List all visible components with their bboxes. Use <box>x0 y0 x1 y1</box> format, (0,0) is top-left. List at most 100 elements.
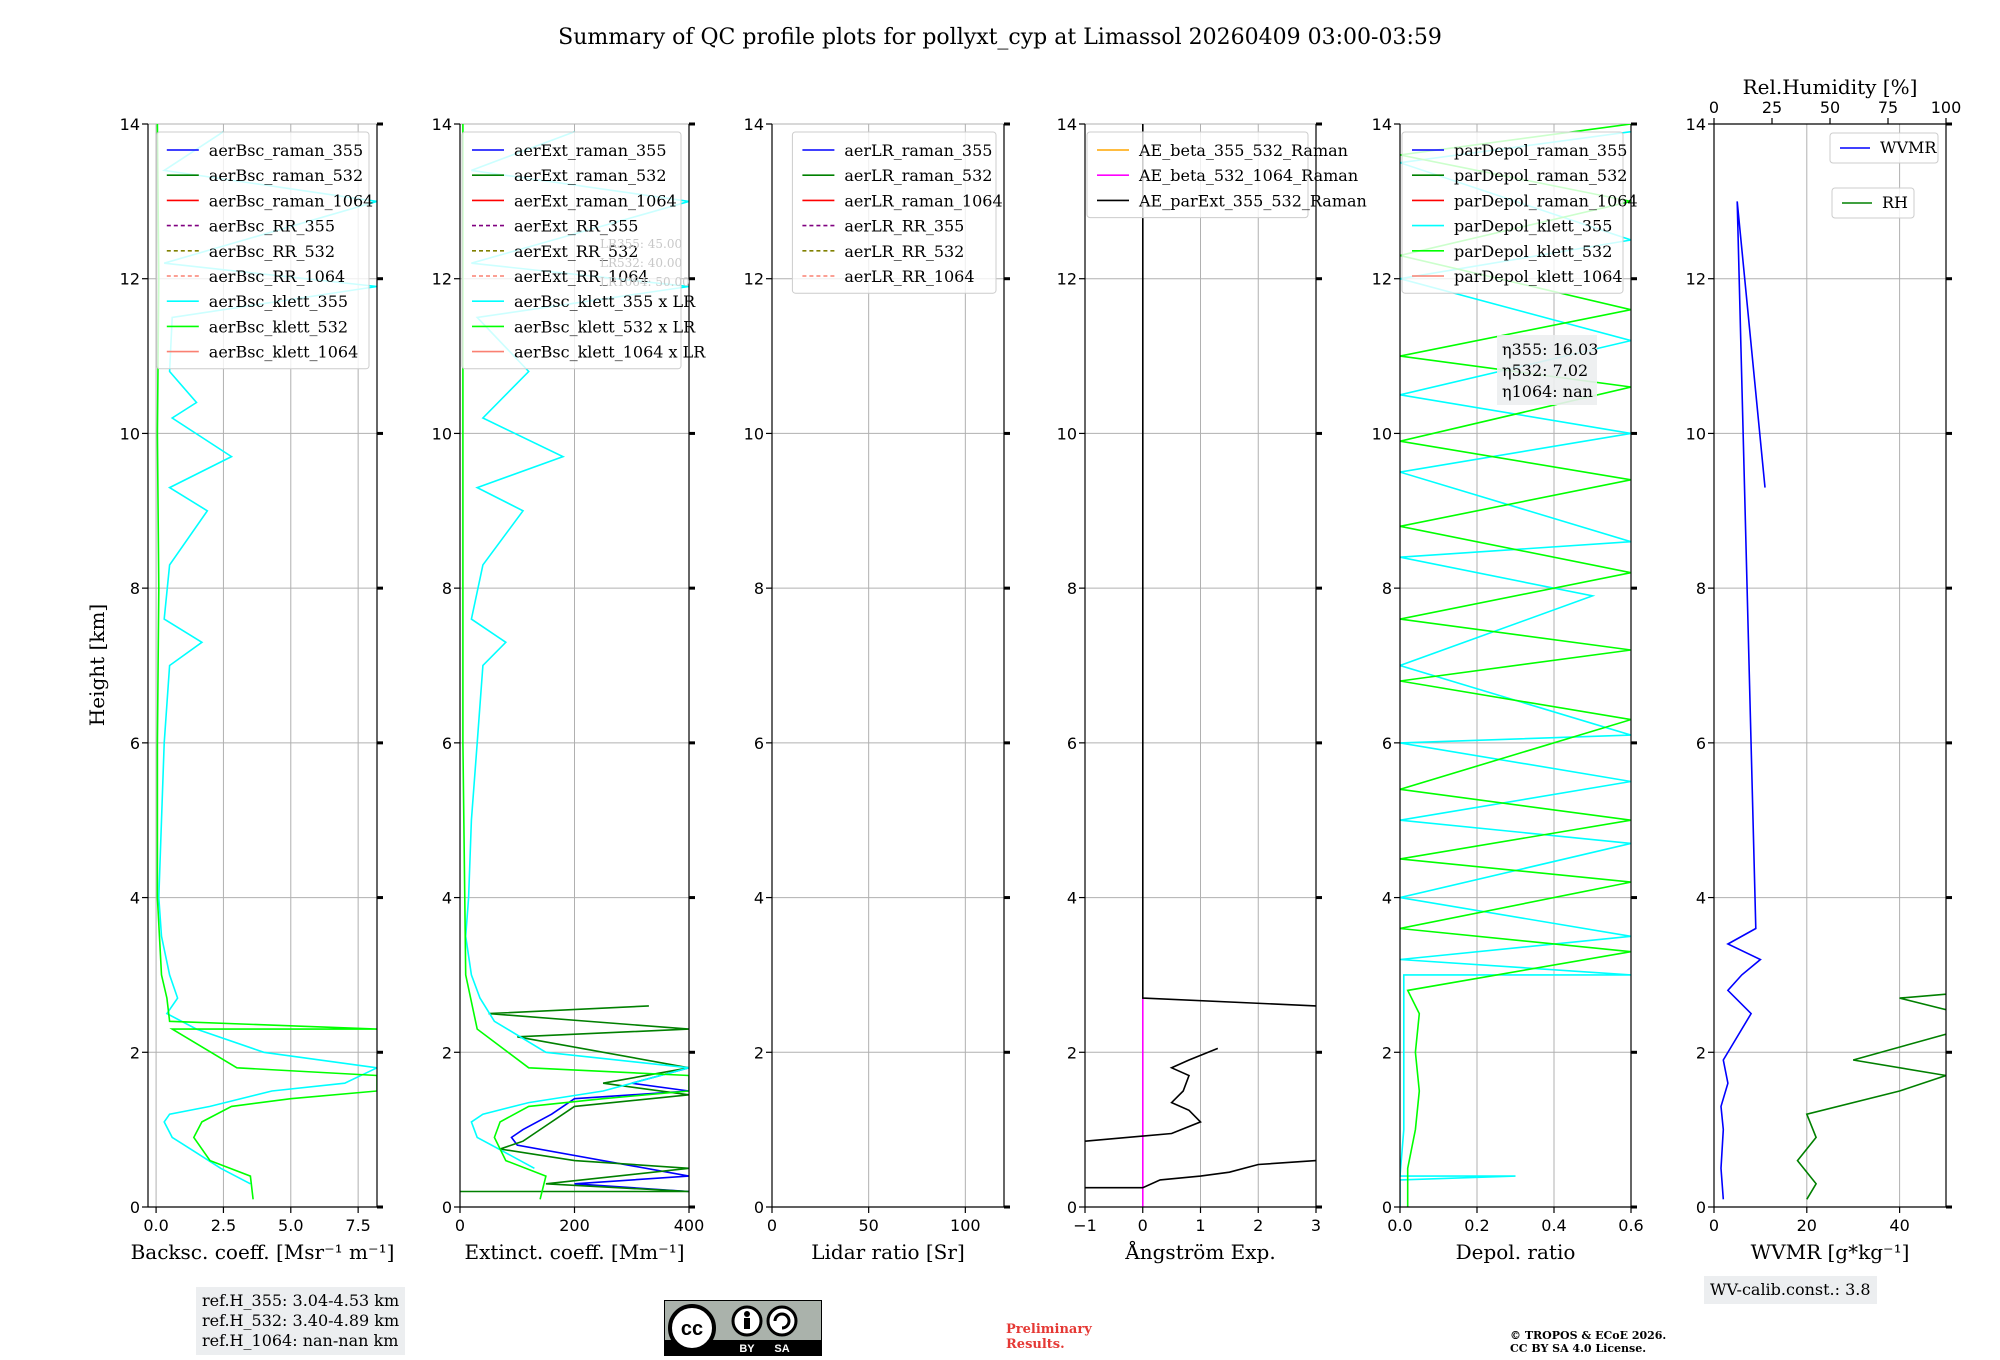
series-group <box>1720 201 1946 1200</box>
lr-annotation: LR355: 45.00 <box>600 237 682 251</box>
legend-label: parDepol_raman_1064 <box>1454 191 1638 210</box>
y-tick-label: 2 <box>1382 1043 1392 1062</box>
legend-box <box>1401 131 1624 294</box>
legend-label: aerBsc_raman_355 <box>209 141 363 160</box>
x-tick-label: 100 <box>950 1216 981 1235</box>
legend-label: aerExt_RR_355 <box>514 217 638 236</box>
top-x-tick-label: 75 <box>1878 98 1898 117</box>
x-axis-label: Backsc. coeff. [Msr⁻¹ m⁻¹] <box>131 1240 395 1264</box>
legend-label: aerBsc_raman_532 <box>209 166 363 185</box>
y-tick-label: 2 <box>754 1043 764 1062</box>
legend-label: parDepol_klett_532 <box>1454 242 1612 261</box>
y-tick-label: 6 <box>1067 734 1077 753</box>
ref-height-532: ref.H_532: 3.40-4.89 km <box>202 1311 400 1330</box>
series-AE_parExt_355_532_Raman_b <box>1085 1047 1219 1142</box>
x-tick-label: 0.2 <box>1464 1216 1489 1235</box>
legend-label: aerLR_RR_1064 <box>844 267 974 286</box>
x-axis-label: Lidar ratio [Sr] <box>811 1240 965 1264</box>
y-tick-label: 0 <box>442 1198 452 1217</box>
copyright-text: © TROPOS & ECoE 2026. CC BY SA 4.0 Licen… <box>1510 1329 1666 1355</box>
top-x-axis-label: Rel.Humidity [%] <box>1743 75 1918 99</box>
x-tick-label: 2 <box>1253 1216 1263 1235</box>
lr-annotation: LR532: 40.00 <box>600 256 682 270</box>
sa-icon <box>766 1305 798 1337</box>
x-tick-label: 1 <box>1195 1216 1205 1235</box>
x-axis-label: Ångström Exp. <box>1124 1239 1275 1264</box>
cc-by-sa-badge: cc BY SA <box>664 1300 822 1356</box>
legend-label: parDepol_klett_1064 <box>1454 267 1623 286</box>
y-tick-label: 6 <box>130 734 140 753</box>
legend-label: aerLR_RR_532 <box>844 242 964 261</box>
y-tick-label: 4 <box>1382 889 1392 908</box>
y-tick-label: 6 <box>754 734 764 753</box>
panel-depol: 0 2 4 6 8 10 12 14 0.0 0.2 0.4 0.6 Depol. ratio parDe… <box>1372 115 1644 1264</box>
preliminary-results-text: Preliminary Results. <box>1006 1322 1092 1352</box>
series-aerExt_raman_355 <box>510 1067 689 1193</box>
eta-annotation: η532: 7.02 <box>1502 361 1588 380</box>
legend-box <box>156 131 370 370</box>
ref-height-355: ref.H_355: 3.04-4.53 km <box>202 1291 400 1310</box>
legend-label: aerExt_RR_532 <box>514 242 638 261</box>
y-tick-label: 6 <box>1696 734 1706 753</box>
y-tick-label: 4 <box>442 889 452 908</box>
series-group <box>1085 124 1316 1207</box>
top-x-tick-label: 100 <box>1931 98 1962 117</box>
top-x-tick-label: 50 <box>1820 98 1840 117</box>
series-aerBsc_klett_532 <box>156 124 377 1200</box>
y-tick-label: 12 <box>1686 270 1706 289</box>
y-tick-label: 10 <box>1372 424 1392 443</box>
legend-label: parDepol_raman_532 <box>1454 166 1627 185</box>
y-tick-label: 0 <box>1067 1198 1077 1217</box>
x-tick-label: 50 <box>858 1216 878 1235</box>
figure-title: Summary of QC profile plots for pollyxt_… <box>558 25 1442 50</box>
panel-lidar_ratio: 0 2 4 6 8 10 12 14 0 50 100 Lidar ratio [Sr] aerLR_r… <box>744 115 1010 1264</box>
x-tick-label: 0.4 <box>1541 1216 1566 1235</box>
legend-label: aerExt_raman_1064 <box>514 191 677 210</box>
legend-label: aerBsc_RR_1064 <box>209 267 345 286</box>
top-x-tick-label: 0 <box>1709 98 1719 117</box>
y-tick-label: 10 <box>1686 424 1706 443</box>
legend-label: aerBsc_klett_1064 x LR <box>514 343 706 362</box>
x-axis-label: Depol. ratio <box>1456 1240 1576 1264</box>
eta-box <box>1497 335 1597 405</box>
y-tick-label: 8 <box>130 579 140 598</box>
x-tick-label: 0 <box>1709 1216 1719 1235</box>
legend-box <box>1831 187 1915 219</box>
legend-label: aerBsc_RR_355 <box>209 217 335 236</box>
x-tick-label: 0 <box>1138 1216 1148 1235</box>
cc-text: cc <box>681 1318 703 1340</box>
y-tick-label: 10 <box>432 424 452 443</box>
series-aerExt_raman_532 <box>460 1005 689 1193</box>
ref-height-1064: ref.H_1064: nan-nan km <box>202 1331 399 1350</box>
legend-label: aerLR_raman_532 <box>844 166 992 185</box>
series-parDepol_klett_532 <box>1400 124 1631 1207</box>
copyright-line-1: © TROPOS & ECoE 2026. <box>1510 1329 1667 1342</box>
y-tick-label: 12 <box>1372 270 1392 289</box>
y-tick-label: 8 <box>1067 579 1077 598</box>
legend-label: aerLR_RR_355 <box>844 217 964 236</box>
copyright-line-2: CC BY SA 4.0 License. <box>1510 1342 1647 1355</box>
legend-label: AE_parExt_355_532_Raman <box>1138 191 1367 210</box>
x-tick-label: 0.6 <box>1618 1216 1643 1235</box>
y-tick-label: 10 <box>1057 424 1077 443</box>
x-tick-label: −1 <box>1073 1216 1097 1235</box>
ref-heights-box: ref.H_355: 3.04-4.53 km ref.H_532: 3.40-… <box>196 1287 406 1355</box>
sa-text: SA <box>774 1343 789 1355</box>
legend-label: aerBsc_klett_532 x LR <box>514 317 696 336</box>
cc-icon <box>668 1304 716 1352</box>
y-tick-label: 14 <box>120 115 140 134</box>
y-tick-label: 14 <box>1686 115 1706 134</box>
y-tick-label: 12 <box>744 270 764 289</box>
series-AE_parExt_355_532_Raman_c <box>1142 124 1316 1007</box>
y-tick-label: 14 <box>1057 115 1077 134</box>
y-tick-label: 4 <box>130 889 140 908</box>
legend-label: RH <box>1882 193 1908 212</box>
x-tick-label: 3 <box>1311 1216 1321 1235</box>
legend-label: aerBsc_klett_532 <box>209 317 348 336</box>
legend-label: AE_beta_532_1064_Raman <box>1138 166 1358 185</box>
eta-annotation: η355: 16.03 <box>1502 340 1598 359</box>
